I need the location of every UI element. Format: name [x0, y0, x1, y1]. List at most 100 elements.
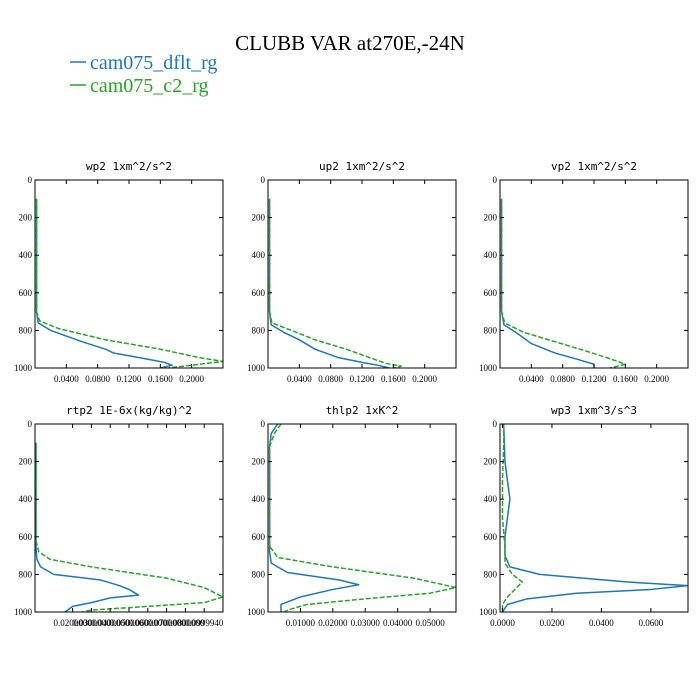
series-line-cam075_dflt_rg — [500, 198, 595, 368]
y-tick-label: 600 — [252, 288, 266, 298]
x-tick-label: 0.05000 — [415, 618, 445, 628]
legend-label-cam075_dflt_rg: cam075_dflt_rg — [90, 52, 217, 74]
panel-title: thlp2 1xK^2 — [326, 404, 399, 417]
x-tick-label: 0.0200 — [540, 618, 565, 628]
series-group — [35, 198, 223, 368]
x-tick-label: 0.0600 — [639, 618, 664, 628]
series-line-cam075_c2_rg — [500, 198, 627, 368]
y-tick-label: 0 — [28, 175, 33, 185]
panel-title: wp2 1xm^2/s^2 — [86, 160, 172, 173]
figure-title: CLUBB VAR at270E,-24N — [235, 31, 465, 55]
y-tick-label: 800 — [252, 569, 266, 579]
y-tick-label: 200 — [252, 457, 266, 467]
x-tick-label: 0.0800 — [318, 374, 343, 384]
x-tick-label: 0.1200 — [582, 374, 607, 384]
series-group — [500, 198, 627, 368]
series-group — [501, 424, 688, 612]
x-tick-label: 0.0000 — [490, 618, 515, 628]
x-tick-label: 0.0800000 — [166, 618, 205, 628]
x-tick-label: 0.0400 — [287, 374, 312, 384]
x-tick-label: 0.0800 — [85, 374, 110, 384]
y-tick-label: 400 — [19, 494, 33, 504]
series-group — [35, 442, 223, 612]
panel-2: up2 1xm^2/s^2 0 200 400 600 800 1000 0.0400 0.08… — [247, 160, 457, 384]
series-line-cam075_dflt_rg — [501, 424, 688, 612]
x-tick-label: 0.1600 — [148, 374, 173, 384]
x-tick-label: 0.02000 — [318, 618, 348, 628]
y-tick-label: 800 — [252, 325, 266, 335]
x-tick-label: 0.0400 — [519, 374, 544, 384]
y-tick-label: 600 — [484, 288, 498, 298]
y-tick-label: 0 — [261, 175, 266, 185]
y-tick-label: 200 — [19, 457, 33, 467]
x-tick-label: 0.1200 — [117, 374, 142, 384]
y-tick-label: 0 — [28, 419, 33, 429]
y-tick-label: 800 — [19, 325, 33, 335]
y-tick-label: 600 — [252, 532, 266, 542]
x-tick-label: 0.01000 — [286, 618, 316, 628]
legend: cam075_dflt_rg cam075_c2_rg — [70, 52, 217, 97]
y-tick-label: 600 — [19, 532, 33, 542]
x-tick-label: 0.0400000 — [91, 618, 130, 628]
legend-label-cam075_c2_rg: cam075_c2_rg — [90, 75, 209, 97]
y-tick-label: 400 — [252, 494, 266, 504]
series-line-cam075_c2_rg — [35, 442, 223, 612]
y-tick-label: 1000 — [479, 607, 498, 617]
y-tick-label: 1000 — [14, 607, 33, 617]
panel-3: vp2 1xm^2/s^2 0 200 400 600 800 1000 0.0400 0.08… — [479, 160, 689, 384]
y-tick-label: 200 — [252, 213, 266, 223]
x-tick-label: 0.1200 — [350, 374, 375, 384]
panel-title: rtp2 1E-6x(kg/kg)^2 — [66, 404, 192, 417]
y-tick-label: 0 — [493, 175, 498, 185]
y-tick-label: 1000 — [247, 363, 266, 373]
y-tick-label: 0 — [261, 419, 266, 429]
series-line-cam075_dflt_rg — [35, 442, 140, 612]
y-tick-label: 800 — [484, 569, 498, 579]
x-tick-label: 0.0700000 — [147, 618, 186, 628]
x-tick-label: 0.0400 — [54, 374, 79, 384]
x-tick-label: 0.1600 — [613, 374, 638, 384]
series-line-cam075_c2_rg — [501, 424, 524, 612]
x-tick-label: 0.0600000 — [129, 618, 168, 628]
x-tick-label: 0.2000 — [412, 374, 437, 384]
panel-title: vp2 1xm^2/s^2 — [551, 160, 637, 173]
y-tick-label: 1000 — [479, 363, 498, 373]
series-group — [268, 424, 456, 612]
series-line-cam075_c2_rg — [35, 198, 223, 368]
y-tick-label: 200 — [484, 457, 498, 467]
plot-frame — [499, 423, 689, 613]
x-tick-label: 0.2000 — [179, 374, 204, 384]
y-tick-label: 600 — [19, 288, 33, 298]
panel-5: thlp2 1xK^2 0 200 400 600 800 1000 0.01000 0.020… — [247, 404, 457, 628]
x-tick-label: 0.0200000 — [53, 618, 92, 628]
x-tick-label: 0.1600 — [381, 374, 406, 384]
panel-1: wp2 1xm^2/s^2 0 200 400 600 800 1000 0.0400 0.08… — [14, 160, 224, 384]
y-tick-label: 400 — [484, 250, 498, 260]
y-tick-label: 600 — [484, 532, 498, 542]
x-tick-label: 0.03000 — [351, 618, 381, 628]
panels: wp2 1xm^2/s^2 0 200 400 600 800 1000 0.0400 0.08… — [14, 160, 689, 628]
y-tick-label: 800 — [484, 325, 498, 335]
x-tick-label: 0.2000 — [644, 374, 669, 384]
panel-title: wp3 1xm^3/s^3 — [551, 404, 637, 417]
y-tick-label: 400 — [484, 494, 498, 504]
x-tick-label: 0.0400 — [589, 618, 614, 628]
x-tick-label: 0.0500000 — [110, 618, 149, 628]
y-tick-label: 1000 — [247, 607, 266, 617]
y-tick-label: 200 — [484, 213, 498, 223]
plot-frame — [267, 423, 457, 613]
panel-title: up2 1xm^2/s^2 — [319, 160, 405, 173]
y-tick-label: 200 — [19, 213, 33, 223]
y-tick-label: 400 — [19, 250, 33, 260]
x-tick-label: 0.04000 — [383, 618, 413, 628]
x-tick-label: 0.0300000 — [72, 618, 111, 628]
x-tick-label: 0.0999940 — [185, 618, 224, 628]
series-line-cam075_c2_rg — [268, 424, 456, 612]
series-line-cam075_dflt_rg — [35, 198, 173, 368]
y-tick-label: 800 — [19, 569, 33, 579]
y-tick-label: 0 — [493, 419, 498, 429]
x-tick-label: 0.0800 — [550, 374, 575, 384]
y-tick-label: 1000 — [14, 363, 33, 373]
